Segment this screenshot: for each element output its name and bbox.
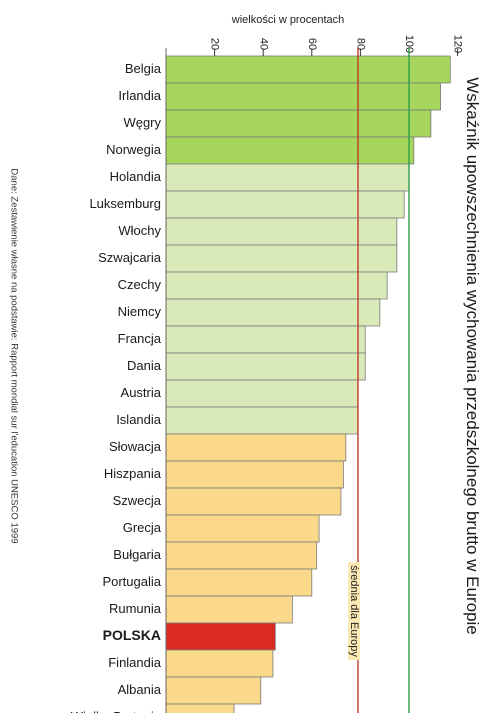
tick-label: 40 xyxy=(257,38,269,50)
category-label: Włochy xyxy=(118,223,161,238)
category-label: Irlandia xyxy=(118,88,161,103)
category-label: Luksemburg xyxy=(89,196,161,211)
category-label: Austria xyxy=(121,385,162,400)
bar xyxy=(165,298,381,327)
category-label: Szwajcaria xyxy=(98,250,162,265)
europe-average-label: średnia dla Europy xyxy=(348,562,360,660)
category-label: Portugalia xyxy=(102,574,161,589)
category-label: Słowacja xyxy=(109,439,162,454)
category-label: Rumunia xyxy=(109,601,162,616)
category-label: Hiszpania xyxy=(104,466,162,481)
bar xyxy=(165,109,432,138)
category-label: Francja xyxy=(118,331,162,346)
category-label: Norwegia xyxy=(106,142,162,157)
bar xyxy=(165,568,313,597)
category-label: Wielka Brytania xyxy=(71,709,162,713)
tick-label: 80 xyxy=(354,38,366,50)
tick-label: 60 xyxy=(306,38,318,50)
bar xyxy=(165,460,344,489)
bar xyxy=(165,649,274,678)
bar xyxy=(165,136,415,165)
bar xyxy=(165,163,410,192)
bar xyxy=(165,271,388,300)
bar xyxy=(165,487,342,516)
bar xyxy=(165,190,405,219)
bar xyxy=(165,703,235,713)
category-label: Niemcy xyxy=(118,304,162,319)
value-axis-label: wielkości w procentach xyxy=(231,14,345,26)
bar xyxy=(165,352,366,381)
category-label: Dania xyxy=(127,358,162,373)
category-label: Finlandia xyxy=(108,655,162,670)
category-label: Bułgaria xyxy=(113,547,161,562)
category-label: Albania xyxy=(118,682,162,697)
tick-label: 100 xyxy=(403,35,415,53)
category-label: Holandia xyxy=(110,169,162,184)
bar xyxy=(165,82,441,111)
bar xyxy=(165,217,398,246)
bar xyxy=(165,55,451,84)
bar xyxy=(165,433,347,462)
category-label: Islandia xyxy=(116,412,162,427)
bar xyxy=(165,325,366,354)
category-label: Belgia xyxy=(125,61,162,76)
category-label: Grecja xyxy=(123,520,162,535)
source-note: Dane: Zestawienie własne na podstawie: R… xyxy=(8,168,20,544)
bar xyxy=(165,541,318,570)
category-label: Węgry xyxy=(123,115,161,130)
bar xyxy=(165,514,320,543)
bar xyxy=(165,244,398,273)
category-label: Szwecja xyxy=(113,493,162,508)
tick-label: 20 xyxy=(209,38,221,50)
bar xyxy=(165,406,359,435)
bar xyxy=(165,676,262,705)
chart-title: Wskaźnik upowszechnienia wychowania prze… xyxy=(463,77,482,635)
bar xyxy=(165,622,276,651)
tick-label: 120 xyxy=(452,35,464,53)
bar xyxy=(165,379,359,408)
category-label: Czechy xyxy=(118,277,162,292)
bar xyxy=(165,595,293,624)
category-label: POLSKA xyxy=(103,627,161,643)
